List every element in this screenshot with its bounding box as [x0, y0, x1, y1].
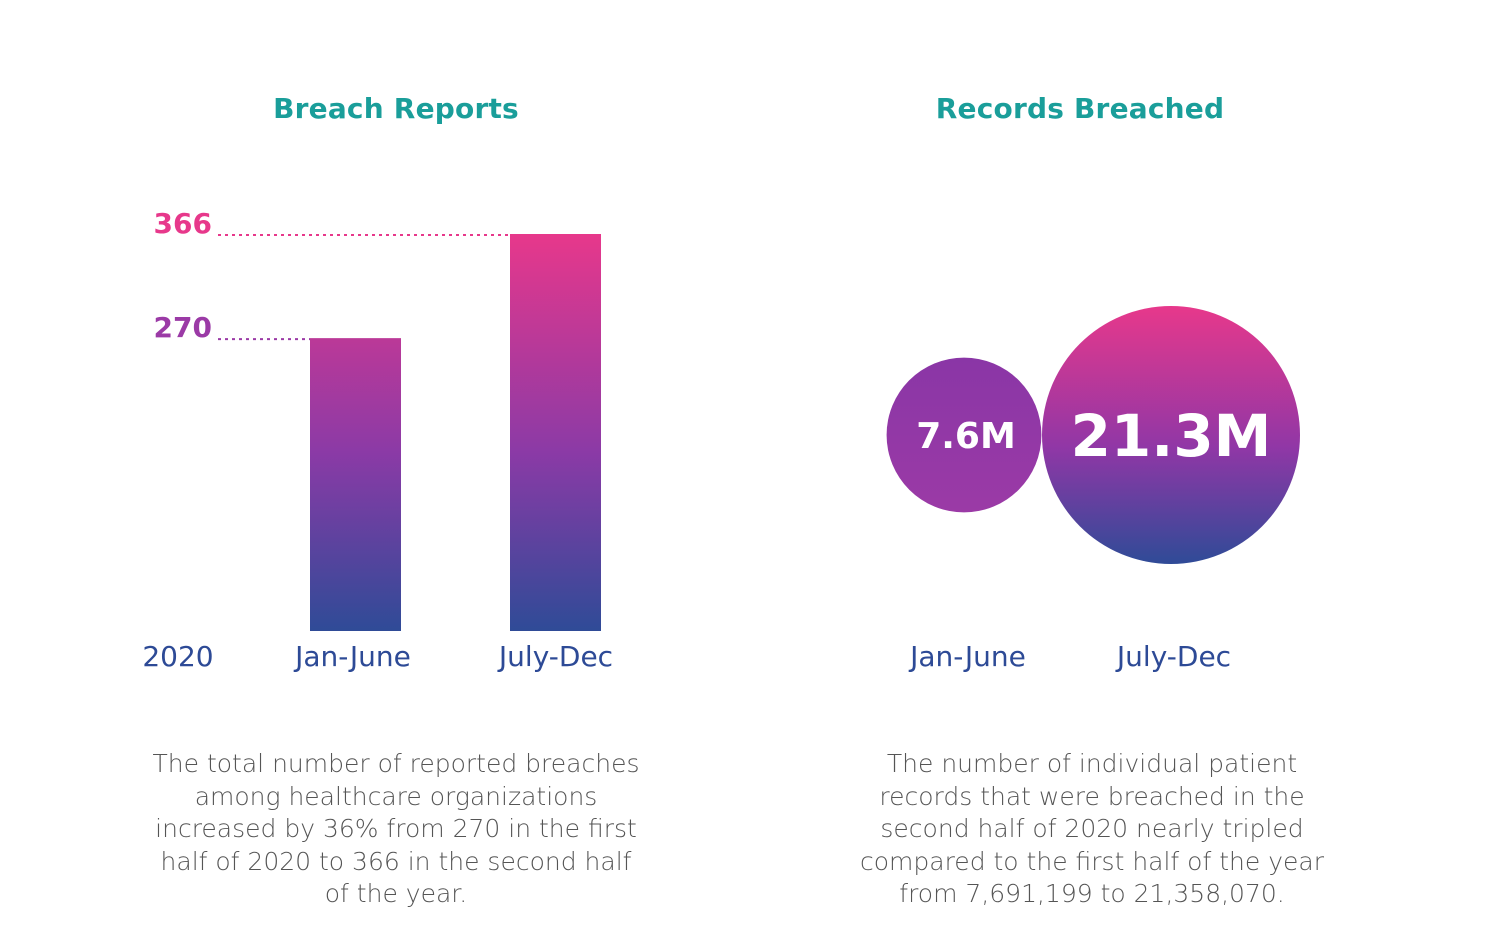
bar-july-dec [510, 234, 601, 631]
bubble-category-july-dec: July-Dec [1115, 640, 1231, 673]
year-label: 2020 [142, 640, 213, 673]
records-breached-caption: The number of individual patient records… [860, 749, 1324, 908]
value-label-july-dec: 366 [154, 207, 212, 240]
breach-reports-caption: The total number of reported breaches am… [152, 749, 640, 908]
records-breached-title: Records Breached [935, 92, 1225, 125]
category-label-jan-june: Jan-June [293, 640, 411, 673]
category-label-july-dec: July-Dec [497, 640, 613, 673]
breach-reports-chart: 270 Jan-June 366 July-Dec 2020 [142, 207, 613, 673]
bubble-value-jan-june: 7.6M [916, 416, 1016, 457]
bubble-july-dec [1042, 306, 1300, 564]
bubble-jan-june [886, 357, 1042, 513]
bar-jan-june [310, 338, 401, 631]
breach-reports-title: Breach Reports [273, 92, 519, 125]
bubble-category-jan-june: Jan-June [908, 640, 1026, 673]
bubble-value-july-dec: 21.3M [1071, 402, 1272, 470]
value-label-jan-june: 270 [154, 311, 212, 344]
records-breached-chart: 7.6M Jan-June 21.3M July-Dec [886, 306, 1300, 673]
